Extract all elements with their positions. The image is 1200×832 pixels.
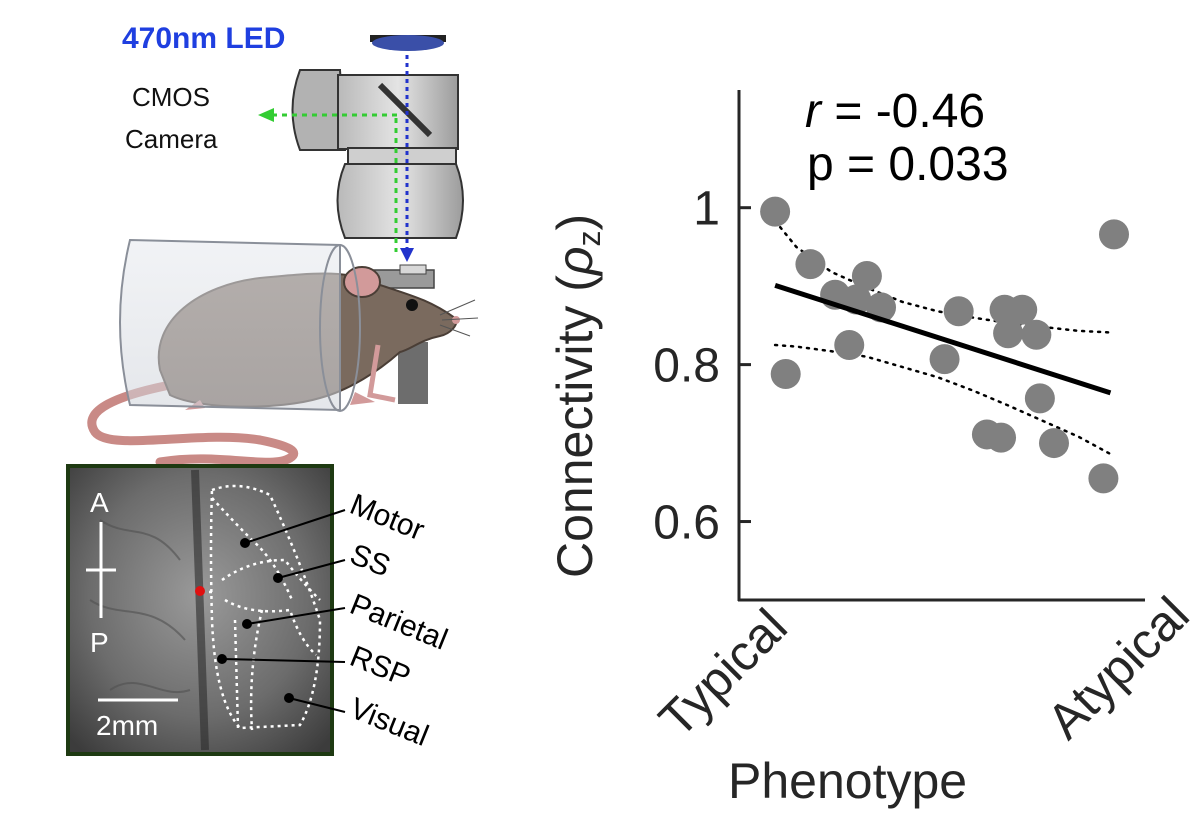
- data-point: [1088, 463, 1119, 494]
- x-tick-label-typical: Typical: [648, 598, 798, 748]
- x-axis-label: Phenotype: [728, 753, 967, 809]
- led-beam-arrow: [400, 248, 414, 262]
- roi-reference-dot: [195, 586, 205, 596]
- data-point: [1038, 428, 1069, 459]
- scale-bar-label: 2mm: [96, 710, 158, 741]
- head-post: [398, 342, 428, 404]
- region-label-ss: SS: [345, 538, 394, 584]
- data-point: [851, 260, 882, 291]
- led-label: 470nm LED: [122, 22, 285, 55]
- y-tick-label: 1: [693, 183, 720, 236]
- mouse-eye: [406, 299, 418, 311]
- y-axis-label-symbol: ρ: [547, 246, 603, 277]
- y-tick-group: 0.6 0.8 1: [653, 183, 751, 550]
- data-point: [993, 318, 1024, 349]
- regression-fit: [774, 282, 1112, 396]
- data-point: [795, 249, 826, 280]
- data-point: [986, 422, 1017, 453]
- restraint-tube: [119, 238, 361, 412]
- stats-r-value: = -0.46: [821, 85, 985, 138]
- camera-label-line2: Camera: [125, 124, 218, 154]
- stats-r-symbol: r: [805, 85, 823, 138]
- imaging-setup: 470nm LED CMOS Camera: [87, 22, 479, 467]
- data-points: [760, 196, 1129, 494]
- data-point: [1024, 383, 1055, 414]
- mouse-ear: [343, 266, 381, 298]
- green-beam-arrow: [258, 108, 274, 122]
- y-axis-label-subscript: z: [571, 230, 607, 246]
- stats-p: p = 0.033: [807, 138, 1009, 191]
- data-point: [929, 344, 960, 375]
- stats-r: r = -0.46: [805, 85, 985, 138]
- y-axis-label-text: Connectivity (: [547, 275, 603, 578]
- orientation-posterior: P: [90, 627, 109, 658]
- region-label-rsp: RSP: [345, 640, 415, 694]
- led-lens: [372, 35, 444, 51]
- region-pointers: [221, 509, 346, 713]
- y-tick-label: 0.8: [653, 340, 720, 393]
- camera-label-line1: CMOS: [132, 82, 210, 112]
- y-axis-label: Connectivity (ρz): [547, 214, 607, 578]
- orientation-anterior: A: [90, 487, 109, 518]
- data-point: [943, 296, 974, 327]
- ci-upper-line: [773, 219, 1112, 334]
- data-point: [1007, 294, 1038, 325]
- region-label-visual: Visual: [345, 692, 433, 753]
- data-point: [770, 359, 801, 390]
- y-tick-label: 0.6: [653, 497, 720, 550]
- fit-line: [774, 282, 1112, 396]
- data-point: [834, 330, 865, 360]
- x-tick-label-atypical: Atypical: [1036, 586, 1199, 749]
- data-point: [760, 196, 791, 227]
- brain-panel: A P 2mm Motor SS Par: [66, 464, 452, 756]
- y-axis-label-close: ): [547, 214, 603, 231]
- camera-body: [291, 69, 464, 239]
- data-point: [1021, 319, 1052, 350]
- mouse-tail: [87, 380, 299, 467]
- scatter-chart: 0.6 0.8 1 r = -0.46 p = 0.033 Connectivity…: [547, 85, 1200, 809]
- data-point: [1099, 219, 1129, 250]
